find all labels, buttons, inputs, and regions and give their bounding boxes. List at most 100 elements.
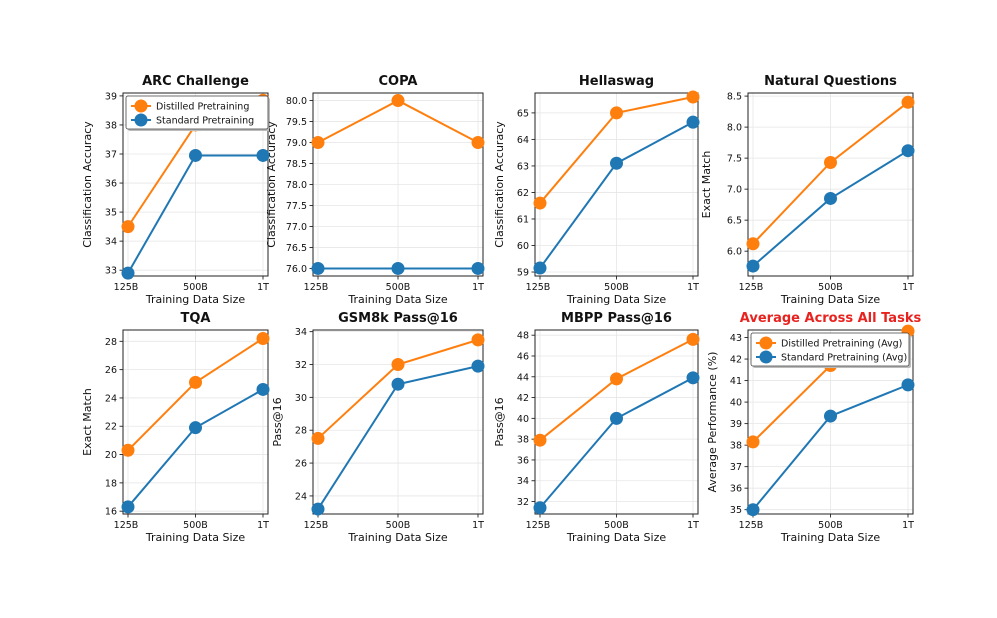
- data-point: [686, 371, 700, 385]
- y-axis-label: Classification Accuracy: [265, 121, 278, 248]
- y-tick-label: 38: [517, 435, 529, 446]
- y-tick-label: 35: [105, 208, 117, 219]
- chart-panel: 59 60 61 62 63 64 65 125B 500B 1T Hellaswag Trainin…: [493, 74, 700, 306]
- y-tick-label: 63: [517, 161, 529, 172]
- x-tick-label: 500B: [183, 520, 208, 531]
- series-distilled: [533, 332, 700, 447]
- data-point: [311, 261, 325, 275]
- y-tick-label: 7.0: [727, 185, 742, 196]
- y-tick-label: 8.0: [727, 123, 742, 134]
- x-tick-label: 125B: [526, 282, 551, 293]
- data-point: [824, 155, 837, 169]
- legend-box: [125, 95, 269, 130]
- y-tick-label: 61: [517, 214, 529, 225]
- series-distilled: [311, 94, 485, 150]
- data-point: [391, 94, 405, 108]
- chart-title: TQA: [181, 311, 211, 326]
- series-distilled: [533, 90, 700, 210]
- y-tick-label: 36: [730, 484, 742, 495]
- chart-title: ARC Challenge: [142, 74, 249, 89]
- y-tick-label: 76.0: [286, 264, 307, 275]
- data-point: [533, 501, 547, 515]
- series-distilled: [311, 333, 485, 445]
- x-tick-label: 1T: [257, 520, 269, 531]
- x-tick-label: 500B: [604, 520, 629, 531]
- data-point: [901, 378, 915, 392]
- data-point: [311, 431, 325, 445]
- x-axis-label: Training Data Size: [566, 531, 666, 544]
- chart-title: GSM8k Pass@16: [338, 311, 458, 326]
- x-tick-label: 125B: [114, 282, 139, 293]
- y-tick-label: 37: [105, 150, 117, 161]
- data-point: [746, 237, 760, 251]
- x-axis-label: Training Data Size: [145, 293, 245, 306]
- data-point: [189, 421, 202, 435]
- y-tick-label: 65: [517, 108, 529, 119]
- x-tick-label: 125B: [526, 520, 551, 531]
- data-point: [256, 331, 270, 345]
- data-point: [533, 196, 547, 210]
- y-tick-label: 38: [105, 120, 117, 131]
- chart-panel: 24 26 28 30 32 34 125B 500B 1T GSM8k Pass@16 Train…: [271, 311, 485, 544]
- x-tick-label: 125B: [304, 520, 329, 531]
- data-point: [533, 261, 547, 275]
- grid: [535, 93, 698, 276]
- series-standard: [746, 144, 915, 273]
- grid: [313, 330, 483, 514]
- series-standard: [121, 382, 270, 514]
- y-tick-label: 34: [517, 476, 529, 487]
- y-tick-label: 80.0: [286, 96, 307, 107]
- x-tick-label: 125B: [304, 282, 329, 293]
- data-point: [391, 358, 405, 371]
- x-axis-label: Training Data Size: [780, 293, 880, 306]
- series-standard: [533, 371, 700, 515]
- chart-title: Average Across All Tasks: [740, 311, 922, 326]
- y-tick-label: 33: [105, 266, 117, 277]
- chart-panel: 33 34 35 36 37 38 39 125B 500B 1T ARC Challenge Tra…: [81, 74, 270, 306]
- data-point: [391, 377, 405, 391]
- x-tick-label: 1T: [472, 520, 484, 531]
- data-point: [391, 261, 405, 275]
- series-distilled: [746, 95, 915, 251]
- data-point: [746, 259, 760, 273]
- y-tick-label: 60: [517, 241, 529, 252]
- x-axis-label: Training Data Size: [566, 293, 666, 306]
- legend-box: [750, 332, 910, 367]
- y-tick-label: 8.5: [727, 92, 742, 103]
- y-tick-label: 6.0: [727, 247, 742, 258]
- y-tick-label: 32: [295, 360, 307, 371]
- y-axis-label: Exact Match: [700, 151, 713, 219]
- y-tick-label: 42: [517, 393, 529, 404]
- y-tick-label: 36: [517, 455, 529, 466]
- data-point: [533, 433, 547, 447]
- y-tick-label: 24: [105, 393, 117, 404]
- data-point: [901, 144, 915, 158]
- y-tick-label: 34: [295, 327, 307, 338]
- x-tick-label: 125B: [114, 520, 139, 531]
- y-tick-label: 44: [517, 372, 529, 383]
- y-tick-label: 40: [517, 414, 529, 425]
- data-point: [311, 502, 325, 516]
- y-tick-label: 59: [517, 268, 529, 279]
- chart-panel: 35 36 37 38 39 40 41 42 43 125B 500B 1T Average Acro…: [706, 311, 921, 544]
- series-standard: [746, 378, 915, 517]
- legend-marker: [759, 336, 773, 350]
- y-tick-label: 28: [105, 337, 117, 348]
- y-tick-label: 18: [105, 478, 117, 489]
- chart-panel: 6.0 6.5 7.0 7.5 8.0 8.5 125B 500B 1T Natural Ques…: [700, 74, 915, 306]
- legend-entry: Distilled Pretraining (Avg): [781, 339, 902, 350]
- x-axis-label: Training Data Size: [145, 531, 245, 544]
- x-tick-label: 125B: [739, 520, 764, 531]
- x-tick-label: 1T: [902, 282, 914, 293]
- x-tick-label: 500B: [183, 282, 208, 293]
- y-tick-label: 79.0: [286, 138, 307, 149]
- data-point: [121, 443, 135, 457]
- y-tick-label: 36: [105, 179, 117, 190]
- legend-marker: [134, 99, 148, 113]
- data-point: [610, 156, 623, 170]
- data-point: [256, 382, 270, 396]
- chart-panel: 16 18 20 22 24 26 28 125B 500B 1T TQA Training Data…: [81, 311, 270, 544]
- data-point: [746, 503, 760, 517]
- data-point: [746, 435, 760, 449]
